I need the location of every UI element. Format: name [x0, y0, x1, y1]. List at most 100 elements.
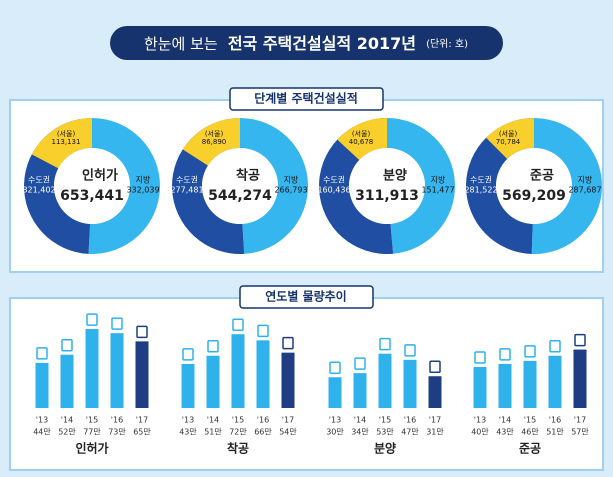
- bar-icon: [524, 345, 536, 358]
- segment-value: 287,687: [568, 186, 601, 195]
- value-label: 66만: [254, 428, 272, 437]
- section-header: [229, 87, 384, 111]
- bar: [378, 353, 392, 408]
- value-label: 30만: [326, 428, 344, 437]
- bar: [473, 367, 487, 408]
- segment-name: 수도권: [176, 175, 198, 185]
- value-label: 31만: [426, 428, 444, 437]
- x-tick-label: '13: [36, 416, 48, 425]
- value-label: 51만: [546, 428, 564, 437]
- title-unit: (단위: 호): [426, 37, 468, 50]
- value-label: 57만: [571, 428, 589, 437]
- segment-name: 지방: [136, 175, 151, 185]
- value-label: 40만: [471, 428, 489, 437]
- x-tick-label: '13: [329, 416, 341, 425]
- bar: [181, 363, 195, 408]
- donut-total: 544,274: [208, 188, 272, 204]
- donut-segment: [531, 118, 603, 254]
- group-title: 분양: [374, 441, 396, 456]
- bar: [573, 349, 587, 408]
- x-tick-label: '14: [499, 416, 511, 425]
- x-tick-label: '15: [86, 416, 98, 425]
- bar-icon: [61, 338, 73, 352]
- bar: [60, 354, 74, 408]
- bar: [523, 360, 537, 408]
- donut-hole: [349, 148, 425, 224]
- bar: [135, 341, 149, 408]
- donut-segment: [318, 118, 394, 254]
- segment-value: 332,039: [126, 186, 159, 195]
- inset-value: 40,678: [349, 138, 374, 146]
- section-header: [239, 285, 374, 309]
- x-tick-label: '14: [207, 416, 219, 425]
- value-label: 51만: [204, 428, 222, 437]
- bar: [206, 355, 220, 408]
- bar-icon: [574, 333, 586, 347]
- x-tick-label: '16: [404, 416, 416, 425]
- bar-icon: [329, 361, 341, 374]
- group-title: 준공: [519, 442, 541, 456]
- bar-icon: [111, 317, 123, 330]
- bar-icon: [282, 336, 294, 350]
- value-label: 73만: [108, 428, 126, 437]
- title-bar: [110, 26, 503, 60]
- bar: [281, 352, 295, 408]
- inset-name: (서울): [352, 129, 371, 138]
- bar: [328, 377, 342, 408]
- bar-icon: [404, 344, 416, 357]
- title: 한눈에 보는 전국 주택건설실적 2017년 (단위: 호): [144, 34, 468, 53]
- group-title: 인허가: [75, 441, 108, 456]
- x-tick-label: '15: [524, 416, 536, 425]
- donut-total: 653,441: [60, 188, 124, 204]
- value-label: 54만: [279, 428, 297, 437]
- donut-segment: [240, 118, 308, 254]
- value-label: 46만: [521, 428, 539, 437]
- x-tick-label: '17: [282, 416, 294, 425]
- inset-value: 70,784: [496, 138, 521, 146]
- value-label: 53만: [376, 428, 394, 437]
- value-label: 77만: [83, 428, 101, 437]
- section-title: 단계별 주택건설실적: [254, 91, 358, 106]
- bar-icon: [36, 347, 48, 360]
- donut-total: 569,209: [502, 188, 566, 204]
- value-label: 43만: [179, 428, 197, 437]
- segment-name: 지방: [431, 175, 446, 185]
- section-title: 연도별 물량추이: [265, 289, 346, 304]
- donut-total: 311,913: [355, 188, 419, 204]
- inset-name: (서울): [205, 129, 224, 138]
- bar-icon: [136, 325, 148, 339]
- x-tick-label: '17: [574, 416, 586, 425]
- donut-segment: [387, 118, 455, 254]
- donut-title: 착공: [236, 168, 260, 184]
- donut-inset: [31, 117, 92, 169]
- x-tick-label: '15: [232, 416, 244, 425]
- value-label: 47만: [401, 428, 419, 437]
- inset-value: 113,131: [52, 138, 81, 146]
- segment-name: 수도권: [470, 175, 492, 185]
- donut-inset: [182, 118, 240, 166]
- x-tick-label: '13: [474, 416, 486, 425]
- group-title: 착공: [227, 441, 249, 456]
- value-label: 72만: [229, 428, 247, 437]
- segment-value: 321,402: [22, 186, 55, 195]
- value-label: 43만: [496, 428, 514, 437]
- value-label: 34만: [351, 428, 369, 437]
- bar-icon: [549, 339, 561, 353]
- x-tick-label: '15: [379, 416, 391, 425]
- value-label: 65만: [133, 428, 151, 437]
- segment-name: 지방: [284, 175, 299, 185]
- x-tick-label: '16: [549, 416, 561, 425]
- bar-icon: [232, 318, 244, 331]
- donut-inset: [486, 118, 534, 160]
- bar: [85, 329, 99, 408]
- bar-icon: [257, 324, 269, 338]
- bar: [110, 333, 124, 408]
- donut-hole: [496, 148, 572, 224]
- segment-value: 277,481: [170, 186, 203, 195]
- x-tick-label: '14: [354, 416, 366, 425]
- bar-icon: [474, 351, 486, 364]
- bar-icon: [379, 337, 391, 351]
- donut-hole: [54, 148, 130, 224]
